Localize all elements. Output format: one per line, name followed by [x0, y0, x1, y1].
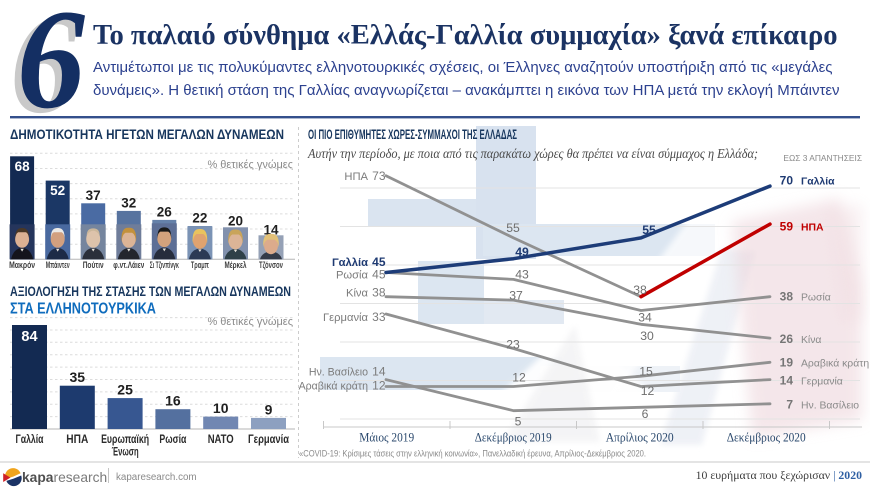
- svg-text:45: 45: [372, 268, 386, 282]
- svg-text:Γερμανία: Γερμανία: [323, 312, 369, 324]
- svg-text:38: 38: [780, 290, 794, 304]
- svg-text:45: 45: [372, 255, 386, 269]
- svg-text:22: 22: [192, 211, 207, 226]
- svg-text:Ρωσία: Ρωσία: [336, 270, 369, 282]
- svg-text:% θετικές γνώμες: % θετικές γνώμες: [207, 316, 293, 328]
- svg-text:Τζόνσον: Τζόνσον: [259, 260, 283, 271]
- svg-text:43: 43: [515, 268, 529, 282]
- svg-text:δυνάμεις». Η θετική στάση της: δυνάμεις». Η θετική στάση της Γαλλίας αν…: [93, 82, 840, 99]
- svg-text:Γαλλία: Γαλλία: [16, 432, 44, 446]
- svg-text:Δεκέμβριος 2019: Δεκέμβριος 2019: [475, 431, 552, 445]
- svg-text:14: 14: [780, 374, 794, 388]
- svg-text:Τραμπ: Τραμπ: [191, 260, 209, 271]
- svg-text:research: research: [54, 470, 108, 485]
- svg-text:38: 38: [633, 283, 647, 297]
- svg-text:59: 59: [780, 220, 794, 234]
- svg-text:23: 23: [506, 338, 520, 352]
- svg-text:12: 12: [512, 371, 526, 385]
- svg-text:14: 14: [372, 365, 386, 379]
- svg-text:ΝΑΤΟ: ΝΑΤΟ: [208, 432, 234, 446]
- svg-text:Αραβικά κράτη: Αραβικά κράτη: [299, 381, 369, 393]
- svg-text:ΟΙ ΠΙΟ ΕΠΙΘΥΜΗΤΕΣ ΧΩΡΕΣ-ΣΥΜΜΑΧ: ΟΙ ΠΙΟ ΕΠΙΘΥΜΗΤΕΣ ΧΩΡΕΣ-ΣΥΜΜΑΧΟΙ ΤΗΣ ΕΛΛ…: [308, 127, 517, 142]
- svg-text:φ.ντ.Λάιεν: φ.ντ.Λάιεν: [113, 260, 144, 271]
- svg-text:68: 68: [15, 159, 31, 174]
- svg-text:Γερμανία: Γερμανία: [801, 376, 843, 388]
- svg-text:70: 70: [780, 174, 794, 188]
- svg-text:55: 55: [506, 221, 520, 235]
- svg-text:38: 38: [372, 286, 386, 300]
- svg-text:Ρωσία: Ρωσία: [159, 432, 186, 446]
- svg-text:14: 14: [263, 223, 279, 238]
- svg-text:12: 12: [372, 379, 386, 393]
- svg-text:9: 9: [265, 401, 273, 417]
- svg-text:ΗΠΑ: ΗΠΑ: [801, 223, 824, 234]
- svg-text:35: 35: [70, 369, 86, 385]
- svg-text:19: 19: [780, 356, 794, 370]
- svg-text:Γαλλία: Γαλλία: [332, 257, 368, 269]
- svg-text:Δεκέμβριος 2020: Δεκέμβριος 2020: [727, 431, 806, 445]
- svg-text:20: 20: [228, 214, 243, 229]
- svg-text:«COVID-19: Κρίσιμες τάσεις στη: «COVID-19: Κρίσιμες τάσεις στην ελληνική…: [299, 449, 646, 459]
- svg-text:16: 16: [165, 393, 181, 409]
- svg-text:6: 6: [17, 0, 85, 139]
- svg-text:Μπάιντεν: Μπάιντεν: [46, 260, 70, 271]
- svg-text:37: 37: [86, 188, 101, 203]
- svg-text:15: 15: [639, 365, 653, 379]
- svg-text:Απρίλιος 2020: Απρίλιος 2020: [606, 431, 674, 445]
- svg-text:Μάιος 2019: Μάιος 2019: [359, 431, 414, 445]
- svg-text:Αντιμέτωποι με τις πολυκύμαντε: Αντιμέτωποι με τις πολυκύμαντες ελληνοτο…: [93, 59, 832, 76]
- svg-text:Πούτιν: Πούτιν: [83, 260, 104, 271]
- svg-text:49: 49: [515, 245, 529, 259]
- svg-text:ΕΩΣ 3 ΑΠΑΝΤΗΣΕΙΣ: ΕΩΣ 3 ΑΠΑΝΤΗΣΕΙΣ: [783, 153, 862, 163]
- svg-text:7: 7: [786, 398, 793, 412]
- svg-text:% θετικές γνώμες: % θετικές γνώμες: [207, 159, 293, 171]
- svg-text:37: 37: [509, 289, 523, 303]
- svg-text:26: 26: [157, 204, 173, 219]
- svg-text:25: 25: [117, 382, 133, 398]
- svg-text:30: 30: [640, 329, 654, 343]
- svg-text:Ένωση: Ένωση: [112, 445, 139, 459]
- svg-text:Γαλλία: Γαλλία: [801, 177, 835, 188]
- svg-text:kaparesearch.com: kaparesearch.com: [116, 472, 197, 483]
- svg-text:32: 32: [121, 195, 136, 210]
- svg-text:Ην. Βασίλειο: Ην. Βασίλειο: [801, 400, 859, 412]
- svg-text:Μακρόν: Μακρόν: [9, 260, 35, 271]
- svg-text:Αραβικά κράτη: Αραβικά κράτη: [801, 358, 869, 370]
- svg-text:Μέρκελ: Μέρκελ: [225, 260, 247, 271]
- svg-text:Γερμανία: Γερμανία: [248, 432, 289, 446]
- svg-text:Ευρωπαϊκή: Ευρωπαϊκή: [101, 432, 149, 446]
- svg-text:55: 55: [642, 223, 656, 237]
- svg-text:ΗΠΑ: ΗΠΑ: [344, 171, 368, 183]
- svg-text:ΗΠΑ: ΗΠΑ: [66, 432, 88, 446]
- svg-text:6: 6: [10, 0, 78, 143]
- svg-text:6: 6: [642, 407, 649, 421]
- svg-text:ΑΞΙΟΛΟΓΗΣΗ ΤΗΣ ΣΤΑΣΗΣ ΤΩΝ ΜΕΓΑ: ΑΞΙΟΛΟΓΗΣΗ ΤΗΣ ΣΤΑΣΗΣ ΤΩΝ ΜΕΓΑΛΩΝ ΔΥΝΑΜΕ…: [10, 283, 291, 299]
- svg-text:26: 26: [780, 332, 794, 346]
- svg-text:33: 33: [372, 310, 386, 324]
- svg-text:Κίνα: Κίνα: [346, 288, 369, 300]
- svg-text:Σι Τζινπίνγκ: Σι Τζινπίνγκ: [150, 260, 179, 271]
- svg-text:Κίνα: Κίνα: [801, 334, 821, 346]
- svg-text:5: 5: [515, 415, 522, 429]
- svg-text:84: 84: [21, 329, 37, 345]
- svg-text:52: 52: [50, 183, 65, 198]
- svg-text:ΣΤΑ ΕΛΛΗΝΟΤΟΥΡΚΙΚΑ: ΣΤΑ ΕΛΛΗΝΟΤΟΥΡΚΙΚΑ: [10, 301, 156, 318]
- svg-text:12: 12: [641, 384, 655, 398]
- svg-text:Ην. Βασίλειο: Ην. Βασίλειο: [309, 367, 368, 379]
- svg-text:ΔΗΜΟΤΙΚΟΤΗΤΑ ΗΓΕΤΩΝ ΜΕΓΑΛΩΝ ΔΥ: ΔΗΜΟΤΙΚΟΤΗΤΑ ΗΓΕΤΩΝ ΜΕΓΑΛΩΝ ΔΥΝΑΜΕΩΝ: [10, 126, 284, 142]
- svg-text:Αυτήν την περίοδο, με ποια από: Αυτήν την περίοδο, με ποια από τις παρακ…: [307, 146, 758, 161]
- svg-text:73: 73: [372, 169, 386, 183]
- svg-text:kapa: kapa: [22, 470, 54, 485]
- svg-text:34: 34: [638, 311, 652, 325]
- svg-text:Ρωσία: Ρωσία: [801, 292, 831, 304]
- svg-text:10: 10: [213, 400, 229, 416]
- svg-text:Το παλαιό σύνθημα «Ελλάς-Γαλλί: Το παλαιό σύνθημα «Ελλάς-Γαλλία συμμαχία…: [93, 20, 838, 51]
- svg-text:10 ευρήματα που ξεχώρισαν | 20: 10 ευρήματα που ξεχώρισαν | 2020: [696, 468, 862, 482]
